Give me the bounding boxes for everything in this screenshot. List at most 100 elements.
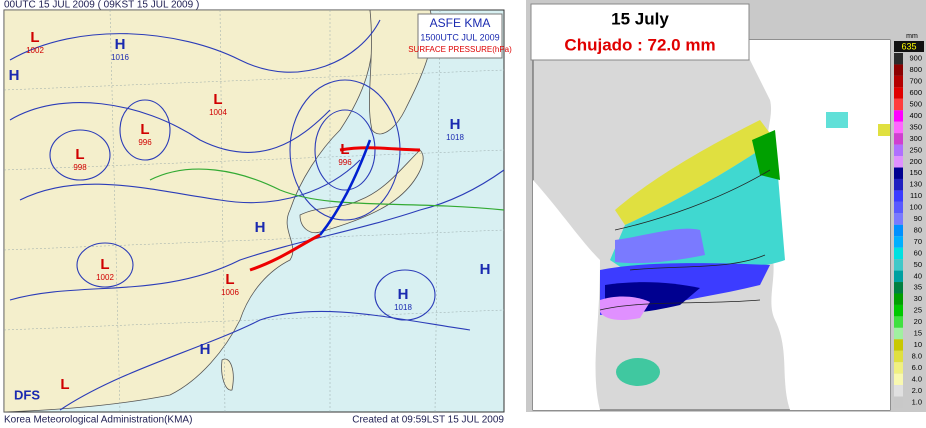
center-letter: L bbox=[100, 256, 109, 273]
footer-right: Created at 09:59LST 15 JUL 2009 bbox=[352, 415, 504, 426]
legend-swatch bbox=[894, 247, 903, 260]
precip-area bbox=[600, 296, 650, 320]
legend-label: 1.0 bbox=[912, 397, 922, 406]
legend-label: 250 bbox=[909, 145, 922, 154]
precip-area bbox=[616, 358, 660, 386]
legend-label: 15 bbox=[914, 329, 922, 338]
legend-label: 35 bbox=[914, 283, 922, 292]
legend-label: 40 bbox=[914, 271, 922, 280]
legend-swatch bbox=[894, 201, 903, 214]
boundaries bbox=[599, 169, 771, 311]
center-letter: H bbox=[255, 219, 266, 236]
legend-swatch bbox=[894, 53, 903, 65]
legend-label: 80 bbox=[914, 225, 922, 234]
precip-area bbox=[615, 120, 775, 225]
legend-label: 10 bbox=[914, 340, 922, 349]
center-letter: L bbox=[140, 121, 149, 138]
legend-label: 130 bbox=[909, 180, 922, 189]
center-letter: L bbox=[30, 29, 39, 46]
legend-swatch bbox=[894, 133, 903, 145]
legend-swatch bbox=[894, 98, 903, 111]
surface-map: 00UTC 15 JUL 2009 ( 09KST 15 JUL 2009 ) … bbox=[3, 0, 512, 426]
legend-label: 100 bbox=[909, 203, 922, 212]
center-letter: H bbox=[115, 36, 126, 53]
fronts bbox=[249, 139, 421, 272]
land bbox=[3, 9, 374, 413]
legend-label: 900 bbox=[909, 54, 922, 63]
footer-left: Korea Meteorological Administration(KMA) bbox=[4, 415, 192, 426]
legend-label: 25 bbox=[914, 306, 922, 315]
center-value: 1016 bbox=[111, 53, 129, 62]
center-letter: H bbox=[9, 67, 20, 84]
legend-swatch bbox=[894, 156, 903, 168]
isobars bbox=[9, 19, 505, 411]
sea bbox=[533, 180, 600, 410]
center-value: 1006 bbox=[221, 288, 239, 297]
center-value: 998 bbox=[73, 163, 87, 172]
max-box bbox=[894, 41, 924, 52]
legend-label: 6.0 bbox=[912, 363, 922, 372]
legend-swatch bbox=[894, 144, 903, 157]
legend-swatch bbox=[894, 373, 903, 386]
center-letter: L bbox=[60, 376, 69, 393]
legend-swatch bbox=[894, 178, 903, 191]
legend-label: 350 bbox=[909, 122, 922, 131]
legend-swatch bbox=[894, 110, 903, 122]
legend-unit: mm bbox=[906, 33, 918, 40]
legend-label: 500 bbox=[909, 100, 922, 109]
legend-swatch bbox=[894, 304, 903, 317]
logo: DFS bbox=[14, 387, 40, 402]
title-box bbox=[530, 3, 750, 61]
center-letter: H bbox=[200, 341, 211, 358]
center-letter: L bbox=[213, 91, 222, 108]
legend-label: 60 bbox=[914, 248, 922, 257]
legend-label: 70 bbox=[914, 237, 922, 246]
legend-swatch bbox=[894, 64, 903, 76]
legend-swatch bbox=[894, 385, 903, 397]
precip-map: 15 July Chujado : 72.0 mm mm 635 900 800 7… bbox=[526, 0, 926, 412]
center-value: 1004 bbox=[209, 108, 227, 117]
center-letter: L bbox=[75, 146, 84, 163]
legend-label: 800 bbox=[909, 65, 922, 74]
legend-swatch bbox=[894, 339, 903, 351]
sea bbox=[740, 40, 890, 410]
info-line: SURFACE PRESSURE(hPa) bbox=[408, 45, 512, 54]
legend-label: 90 bbox=[914, 214, 922, 223]
center-letter: L bbox=[225, 271, 234, 288]
legend-swatch bbox=[894, 350, 903, 363]
legend-swatch bbox=[894, 396, 903, 408]
subtitle: Chujado : 72.0 mm bbox=[564, 35, 715, 54]
legend-swatch bbox=[894, 167, 903, 179]
legend-swatch bbox=[894, 87, 903, 99]
legend-label: 600 bbox=[909, 88, 922, 97]
center-value: 1018 bbox=[446, 133, 464, 142]
legend-swatch bbox=[894, 224, 903, 237]
legend-label: 50 bbox=[914, 260, 922, 269]
legend-label: 400 bbox=[909, 111, 922, 120]
legend-label: 300 bbox=[909, 134, 922, 143]
legend-label: 700 bbox=[909, 77, 922, 86]
legend-label: 30 bbox=[914, 294, 922, 303]
legend-label: 110 bbox=[910, 191, 922, 200]
legend-swatch bbox=[894, 75, 903, 88]
center-value: 996 bbox=[338, 158, 352, 167]
legend-label: 2.0 bbox=[912, 386, 922, 395]
legend-label: 150 bbox=[909, 168, 922, 177]
legend-swatch bbox=[894, 327, 903, 340]
precip-area bbox=[826, 112, 848, 128]
center-letter: H bbox=[450, 116, 461, 133]
legend-swatch bbox=[894, 316, 903, 328]
precip-area bbox=[615, 228, 705, 264]
precip-area bbox=[878, 124, 890, 136]
center-value: 1002 bbox=[96, 273, 114, 282]
legend-swatch bbox=[894, 362, 903, 374]
legend-swatch bbox=[894, 259, 903, 271]
legend-swatch bbox=[894, 282, 903, 294]
info-line: ASFE KMA bbox=[430, 16, 491, 30]
legend-swatch bbox=[894, 293, 903, 305]
legend-swatch bbox=[894, 121, 903, 134]
legend-label: 20 bbox=[914, 317, 922, 326]
legend-label: 8.0 bbox=[912, 351, 922, 360]
legend-label: 4.0 bbox=[912, 374, 922, 383]
